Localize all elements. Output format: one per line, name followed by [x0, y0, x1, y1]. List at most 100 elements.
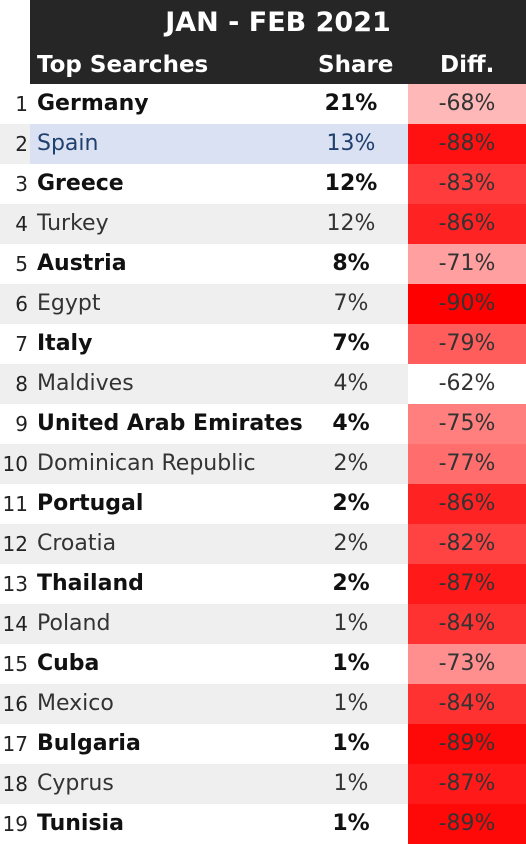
table-row: 7 Italy 7% -79% [0, 324, 526, 364]
table-row: 6 Egypt 7% -90% [0, 284, 526, 324]
row-diff-value: -82% [408, 524, 526, 564]
row-rank: 12 [2, 532, 28, 556]
row-diff-value: -89% [408, 724, 526, 764]
row-diff-value: -79% [408, 324, 526, 364]
row-rank: 7 [15, 332, 28, 356]
row-share-value: 1% [333, 611, 369, 636]
row-country-name: Greece [37, 171, 124, 196]
row-rank: 6 [15, 292, 28, 316]
row-rank: 4 [15, 212, 28, 236]
row-diff-value: -86% [408, 484, 526, 524]
row-diff-value: -87% [408, 564, 526, 604]
row-share-value: 7% [333, 291, 369, 316]
row-diff-value: -89% [408, 804, 526, 844]
row-country-name: Tunisia [37, 811, 124, 836]
table-row: 1 Germany 21% -68% [0, 84, 526, 124]
table-row: 4 Turkey 12% -86% [0, 204, 526, 244]
row-diff-value: -87% [408, 764, 526, 804]
row-name-area [30, 124, 408, 164]
row-diff-value: -62% [408, 364, 526, 404]
row-diff-value: -71% [408, 244, 526, 284]
row-country-name: Croatia [37, 531, 117, 556]
table-row: 10 Dominican Republic 2% -77% [0, 444, 526, 484]
row-share-value: 1% [333, 691, 369, 716]
row-diff-value: -83% [408, 164, 526, 204]
row-rank: 18 [2, 772, 28, 796]
row-rank: 11 [2, 492, 28, 516]
row-rank: 1 [15, 92, 28, 116]
row-share-value: 2% [333, 451, 369, 476]
row-country-name: Bulgaria [37, 731, 141, 756]
row-country-name: Cyprus [37, 771, 114, 796]
row-country-name: Egypt [37, 291, 101, 316]
row-country-name: Poland [37, 611, 111, 636]
table-row: 18 Cyprus 1% -87% [0, 764, 526, 804]
row-share-value: 1% [332, 731, 370, 756]
row-country-name: Mexico [37, 691, 114, 716]
row-share-value: 2% [333, 531, 369, 556]
row-share-value: 13% [326, 131, 376, 156]
row-share-value: 7% [332, 331, 370, 356]
table-row: 15 Cuba 1% -73% [0, 644, 526, 684]
row-share-value: 1% [332, 651, 370, 676]
row-diff-value: -88% [408, 124, 526, 164]
row-share-value: 4% [332, 411, 370, 436]
row-rank: 2 [15, 132, 28, 156]
row-country-name: Thailand [37, 571, 144, 596]
row-share-value: 21% [324, 91, 378, 116]
table-row: 16 Mexico 1% -84% [0, 684, 526, 724]
row-country-name: Austria [37, 251, 127, 276]
table-row: 13 Thailand 2% -87% [0, 564, 526, 604]
row-rank: 19 [2, 812, 28, 836]
table-row: 17 Bulgaria 1% -89% [0, 724, 526, 764]
row-country-name: Dominican Republic [37, 451, 256, 476]
column-header-share: Share [318, 52, 394, 78]
row-country-name: Italy [37, 331, 93, 356]
row-country-name: Cuba [37, 651, 100, 676]
column-header-row: Top Searches Share Diff. [30, 46, 526, 84]
row-diff-value: -75% [408, 404, 526, 444]
column-header-diff: Diff. [440, 52, 495, 78]
table-row: 8 Maldives 4% -62% [0, 364, 526, 404]
table-row: 9 United Arab Emirates 4% -75% [0, 404, 526, 444]
row-rank: 10 [2, 452, 28, 476]
row-country-name: Portugal [37, 491, 144, 516]
row-share-value: 2% [332, 491, 370, 516]
row-share-value: 8% [332, 251, 370, 276]
row-country-name: Turkey [37, 211, 109, 236]
row-rank: 8 [15, 372, 28, 396]
table-row: 2 Spain 13% -88% [0, 124, 526, 164]
row-diff-value: -73% [408, 644, 526, 684]
row-share-value: 12% [326, 211, 376, 236]
row-diff-value: -68% [408, 84, 526, 124]
row-rank: 9 [15, 412, 28, 436]
table-row: 5 Austria 8% -71% [0, 244, 526, 284]
table-title: JAN - FEB 2021 [30, 0, 526, 46]
row-country-name: Spain [37, 131, 99, 156]
row-country-name: United Arab Emirates [37, 411, 303, 436]
row-diff-value: -77% [408, 444, 526, 484]
row-country-name: Maldives [37, 371, 134, 396]
row-rank: 13 [2, 572, 28, 596]
row-rank: 15 [2, 652, 28, 676]
row-share-value: 12% [324, 171, 378, 196]
row-share-value: 2% [332, 571, 370, 596]
row-share-value: 4% [333, 371, 369, 396]
column-header-top-searches: Top Searches [37, 52, 209, 78]
table-row: 14 Poland 1% -84% [0, 604, 526, 644]
table-row: 12 Croatia 2% -82% [0, 524, 526, 564]
row-diff-value: -86% [408, 204, 526, 244]
row-diff-value: -84% [408, 604, 526, 644]
row-share-value: 1% [332, 811, 370, 836]
row-rank: 5 [15, 252, 28, 276]
row-diff-value: -84% [408, 684, 526, 724]
table-row: 19 Tunisia 1% -89% [0, 804, 526, 844]
row-country-name: Germany [37, 91, 149, 116]
row-share-value: 1% [333, 771, 369, 796]
row-rank: 3 [15, 172, 28, 196]
row-rank: 14 [2, 612, 28, 636]
table-row: 11 Portugal 2% -86% [0, 484, 526, 524]
row-rank: 16 [2, 692, 28, 716]
table-row: 3 Greece 12% -83% [0, 164, 526, 204]
